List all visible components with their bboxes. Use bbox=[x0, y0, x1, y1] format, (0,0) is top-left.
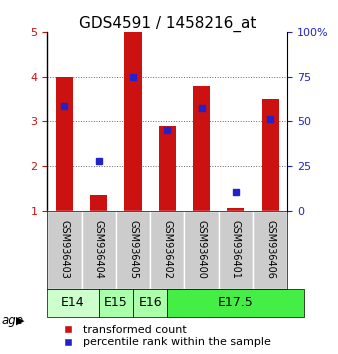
Bar bbox=[90, 195, 107, 211]
Bar bbox=[185, 211, 219, 289]
Text: GSM936406: GSM936406 bbox=[265, 221, 275, 279]
Text: E17.5: E17.5 bbox=[218, 296, 254, 309]
Text: GSM936400: GSM936400 bbox=[197, 221, 207, 279]
Bar bbox=[150, 211, 185, 289]
Text: E14: E14 bbox=[61, 296, 85, 309]
Bar bbox=[133, 289, 167, 317]
Bar bbox=[116, 211, 150, 289]
Bar bbox=[124, 32, 142, 211]
Bar bbox=[56, 76, 73, 211]
Text: GSM936402: GSM936402 bbox=[162, 220, 172, 279]
Bar bbox=[47, 289, 99, 317]
Text: GSM936403: GSM936403 bbox=[59, 221, 70, 279]
Legend: transformed count, percentile rank within the sample: transformed count, percentile rank withi… bbox=[53, 321, 275, 352]
Bar bbox=[81, 211, 116, 289]
Bar bbox=[227, 209, 244, 211]
Text: E15: E15 bbox=[104, 296, 128, 309]
Bar bbox=[47, 211, 81, 289]
Title: GDS4591 / 1458216_at: GDS4591 / 1458216_at bbox=[79, 16, 256, 32]
Text: GSM936405: GSM936405 bbox=[128, 220, 138, 279]
Bar bbox=[159, 126, 176, 211]
Text: ▶: ▶ bbox=[16, 315, 25, 325]
Bar bbox=[219, 211, 253, 289]
Bar bbox=[262, 99, 279, 211]
Bar bbox=[253, 211, 287, 289]
Text: GSM936404: GSM936404 bbox=[94, 221, 104, 279]
Bar bbox=[193, 86, 210, 211]
Bar bbox=[99, 289, 133, 317]
Text: age: age bbox=[2, 314, 24, 327]
Text: GSM936401: GSM936401 bbox=[231, 221, 241, 279]
Text: E16: E16 bbox=[138, 296, 162, 309]
Bar bbox=[167, 289, 305, 317]
